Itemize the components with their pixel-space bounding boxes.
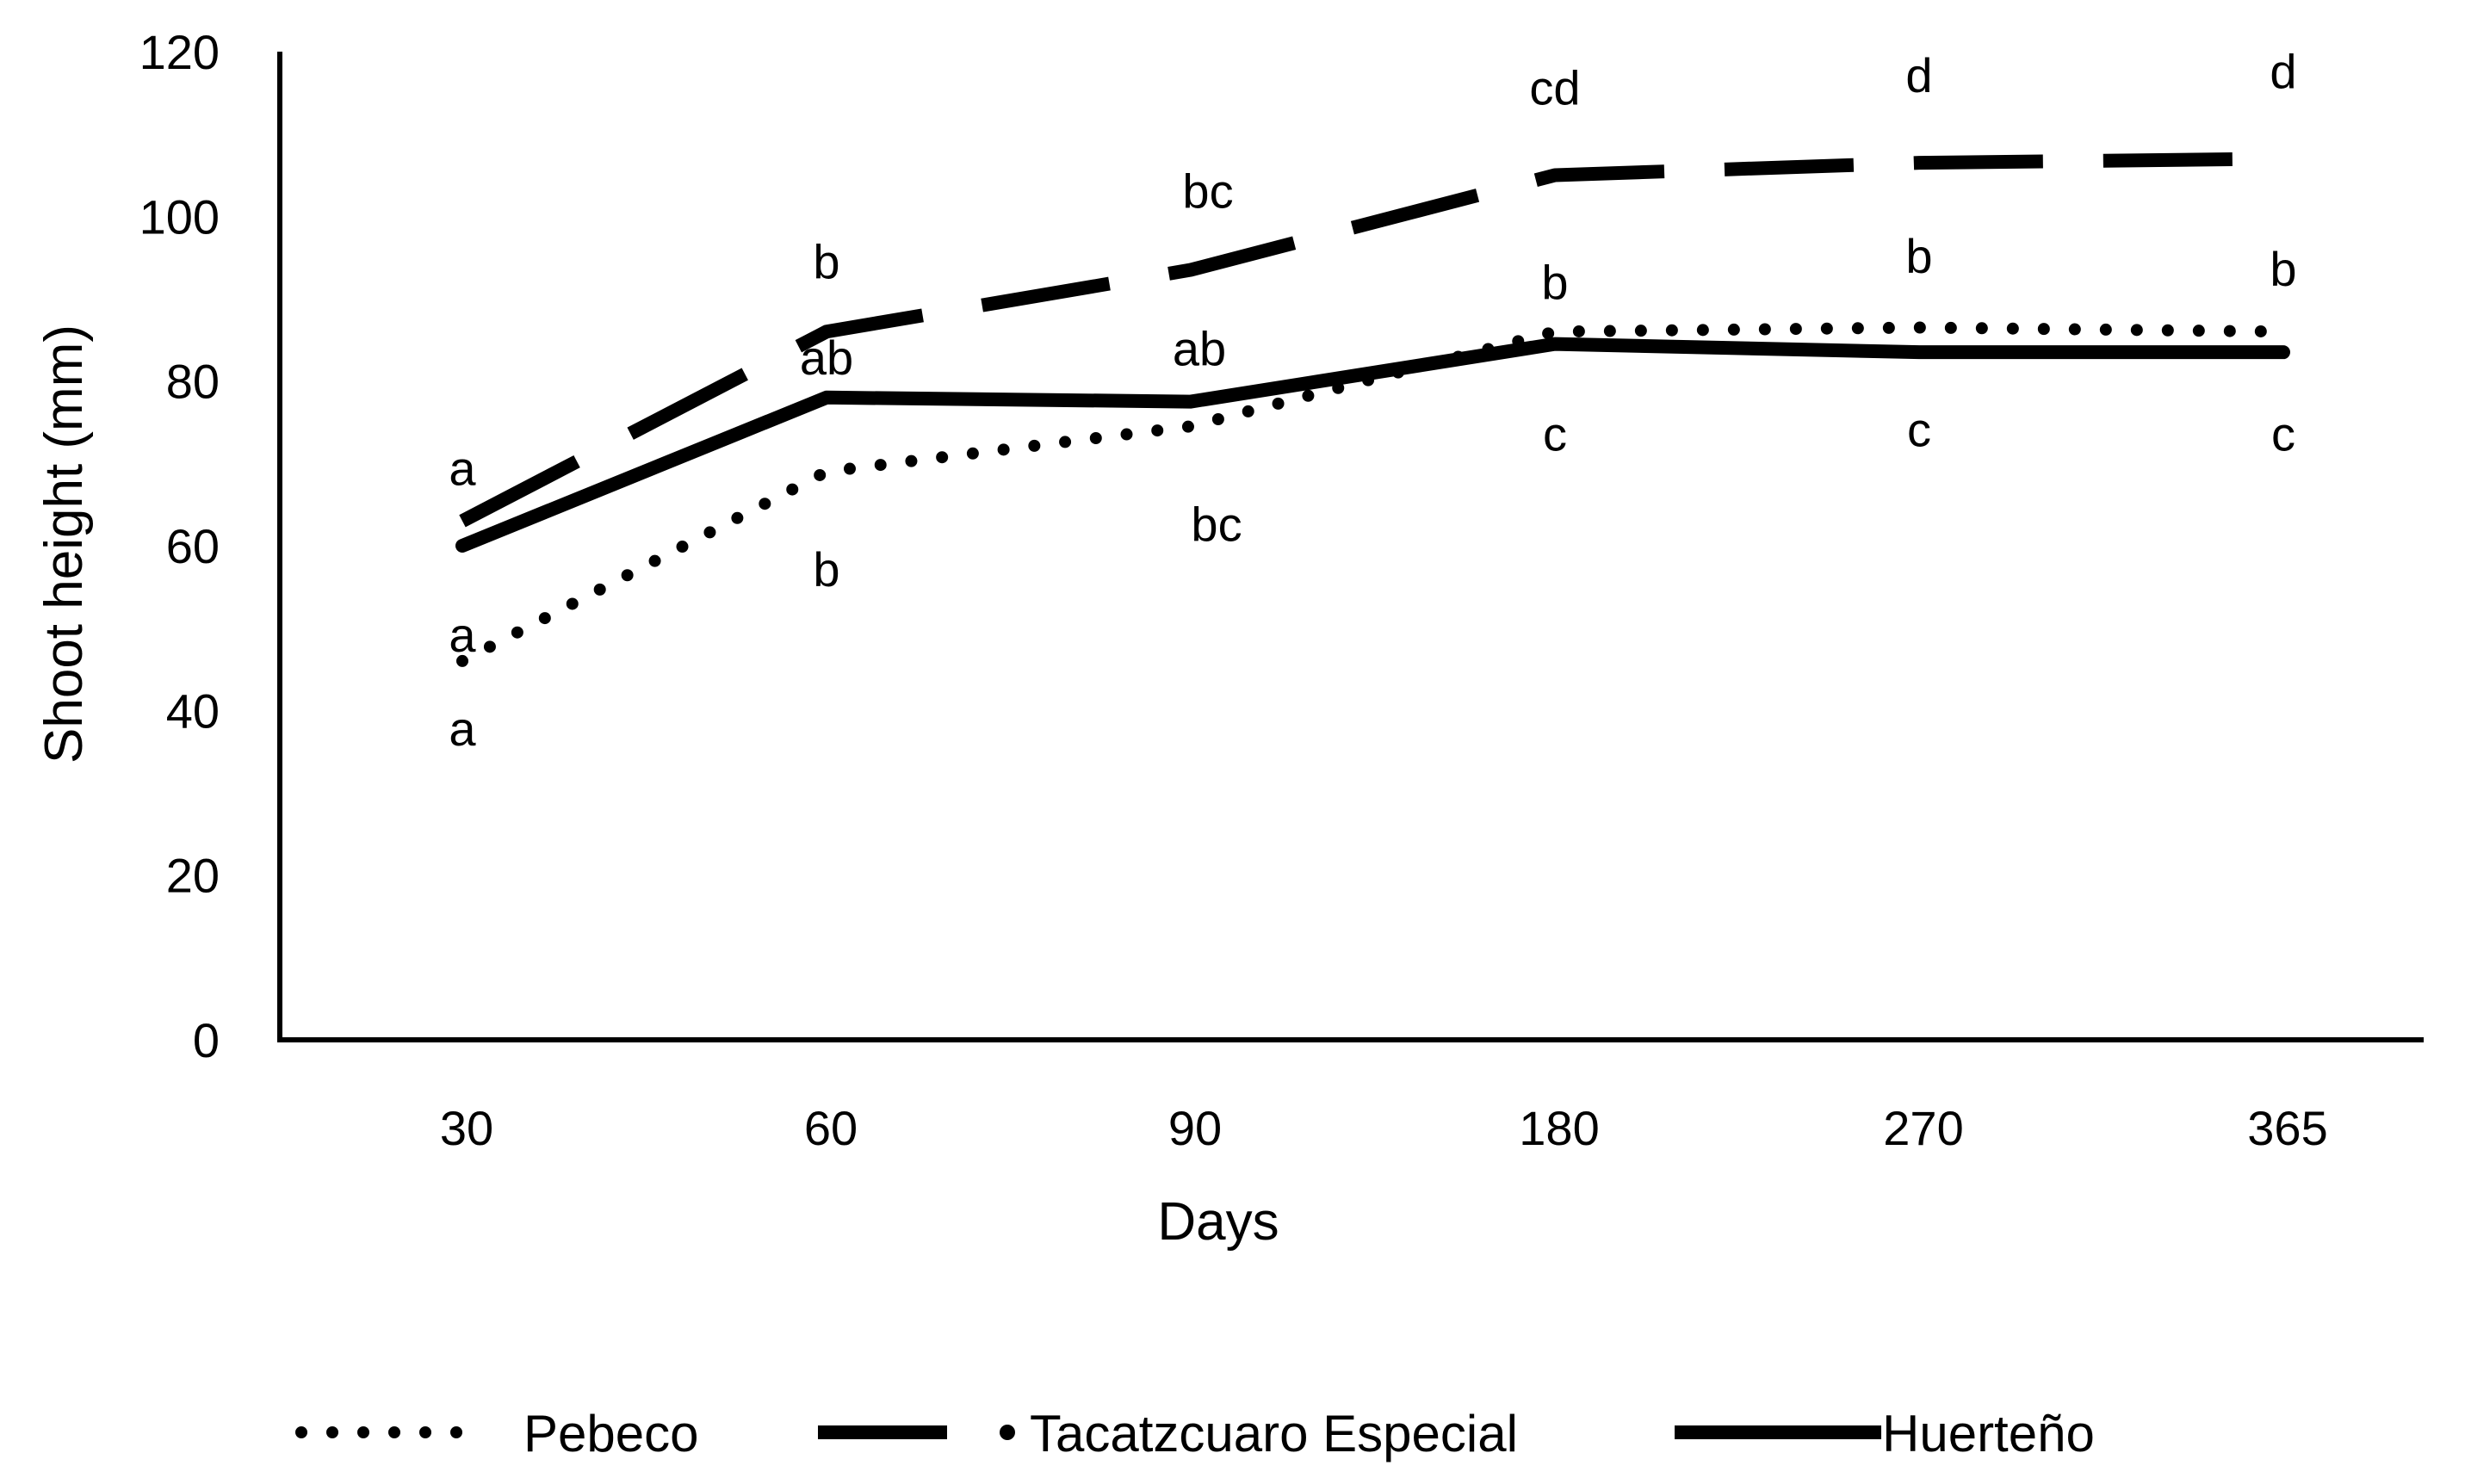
y-tick-label: 0: [193, 1013, 220, 1067]
significance-label: ab: [800, 331, 853, 385]
significance-label: d: [2270, 44, 2296, 98]
legend-label-pebeco: Pebeco: [523, 1405, 699, 1462]
significance-label: a: [449, 608, 476, 662]
x-tick-label: 90: [1168, 1101, 1222, 1155]
significance-label: b: [2270, 242, 2296, 296]
x-axis-title: Days: [1157, 1192, 1279, 1252]
x-tick-labels: 30 60 90 180 270 365: [440, 1101, 2328, 1155]
significance-label: c: [2271, 406, 2295, 461]
significance-label: c: [1543, 406, 1567, 461]
y-tick-label: 60: [166, 519, 220, 573]
significance-label: c: [1907, 402, 1931, 456]
y-axis-title: Shoot height (mm): [34, 325, 94, 764]
y-tick-labels: 0 20 40 60 80 100 120: [139, 25, 220, 1067]
series-lines: [455, 151, 2290, 667]
y-tick-label: 80: [166, 355, 220, 409]
series-line-huerte-o: [455, 337, 2290, 553]
legend-swatch-tacatzcuaro-dot: [1000, 1425, 1015, 1440]
significance-label: b: [1905, 229, 1932, 283]
significance-label: cd: [1529, 61, 1580, 115]
y-tick-label: 120: [139, 25, 220, 79]
significance-label: bc: [1191, 497, 1242, 551]
y-tick-label: 40: [166, 683, 220, 738]
axes: [277, 52, 2424, 1042]
significance-label: b: [1541, 256, 1568, 310]
significance-label: a: [449, 441, 476, 495]
x-tick-label: 30: [440, 1101, 493, 1155]
legend: Pebeco Tacatzcuaro Especial Huerteño: [295, 1405, 2095, 1462]
x-tick-label: 60: [804, 1101, 858, 1155]
legend-label-tacatzcuaro-especial: Tacatzcuaro Especial: [1030, 1405, 1518, 1462]
significance-label: b: [813, 234, 839, 288]
significance-label: ab: [1173, 322, 1226, 376]
significance-label: bc: [1182, 164, 1233, 219]
y-tick-label: 20: [166, 849, 220, 903]
legend-label-huerteno: Huerteño: [1882, 1405, 2095, 1462]
significance-label: d: [1905, 48, 1932, 102]
x-tick-label: 365: [2247, 1101, 2327, 1155]
x-tick-label: 180: [1519, 1101, 1599, 1155]
x-tick-label: 270: [1883, 1101, 1963, 1155]
y-tick-label: 100: [139, 189, 220, 244]
significance-label: b: [813, 542, 839, 597]
series-line-tacatzcuaro-especial: [459, 151, 2284, 528]
significance-label: a: [449, 702, 476, 756]
